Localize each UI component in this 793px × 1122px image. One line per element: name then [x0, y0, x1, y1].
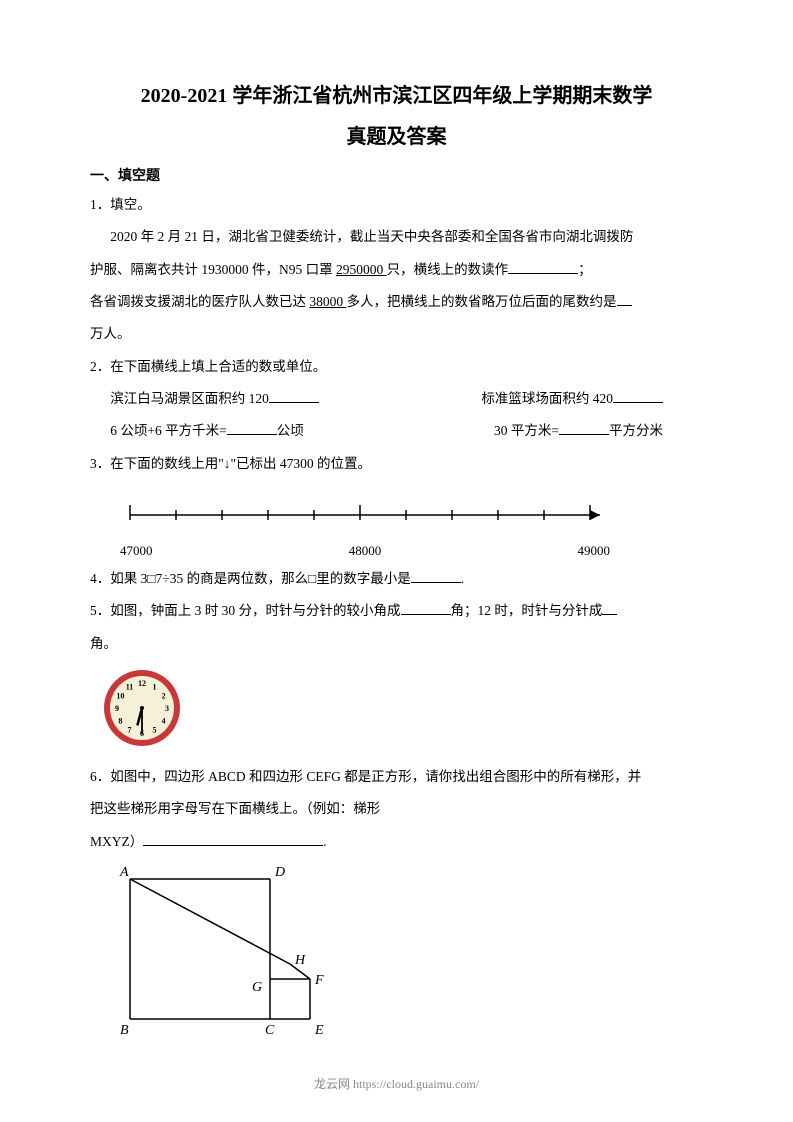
svg-text:E: E [314, 1023, 324, 1038]
q2-l2lb: 公顷 [277, 423, 304, 438]
blank-field[interactable] [508, 260, 578, 274]
q1-line2: 护服、隔离衣共计 1930000 件，N95 口罩 2950000 只，横线上的… [90, 256, 703, 284]
q1-text3b: 多人，把横线上的数省略万位后面的尾数约是 [347, 294, 617, 309]
blank-field[interactable] [401, 601, 451, 615]
svg-text:9: 9 [115, 704, 119, 713]
q6-text1: 6．如图中，四边形 ABCD 和四边形 CEFG 都是正方形，请你找出组合图形中… [90, 763, 703, 791]
q1-line3: 各省调拨支援湖北的医疗队人数已达 38000 多人，把横线上的数省略万位后面的尾… [90, 288, 703, 316]
q2-row1: 滨江白马湖景区面积约 120 标准篮球场面积约 420 [90, 385, 703, 413]
q1-text1: 2020 年 2 月 21 日，湖北省卫健委统计，截止当天中央各部委和全国各省市… [90, 223, 703, 251]
q1-number: 1．填空。 [90, 191, 703, 219]
clock-diagram: 121234567891011 [100, 666, 703, 755]
q2-l1r-text: 标准篮球场面积约 420 [481, 391, 613, 406]
svg-text:2: 2 [162, 692, 166, 701]
q2-left1: 滨江白马湖景区面积约 120 [90, 385, 319, 413]
blank-field[interactable] [269, 389, 319, 403]
clock-svg: 121234567891011 [100, 666, 184, 750]
label-48000: 48000 [349, 543, 382, 559]
q2-left2: 6 公顷+6 平方千米= 公顷 [90, 417, 304, 445]
footer-text: 龙云网 https://cloud.guaimu.com/ [0, 1075, 793, 1092]
svg-text:11: 11 [126, 682, 134, 691]
geometry-diagram: A B C D E F G H [110, 864, 703, 1049]
document-title-line2: 真题及答案 [90, 120, 703, 149]
blank-field[interactable] [613, 389, 663, 403]
blank-field[interactable] [602, 601, 617, 615]
q5-text-c: 角。 [90, 630, 703, 658]
q6-text3b: . [323, 834, 326, 849]
q5-text-b: 角；12 时，时针与分针成 [451, 603, 603, 618]
blank-field[interactable] [227, 421, 277, 435]
number-line-labels: 47000 48000 49000 [120, 543, 610, 559]
q1-text2a: 护服、隔离衣共计 1930000 件，N95 口罩 [90, 262, 336, 277]
q6-text3a: MXYZ） [90, 834, 143, 849]
q4: 4．如果 3□7÷35 的商是两位数，那么□里的数字最小是. [90, 565, 703, 593]
svg-text:8: 8 [118, 717, 122, 726]
q1-text2b: 只，横线上的数读作 [387, 262, 509, 277]
q2-number: 2．在下面横线上填上合适的数或单位。 [90, 353, 703, 381]
blank-field[interactable] [411, 569, 461, 583]
svg-text:10: 10 [116, 692, 124, 701]
document-title-line1: 2020-2021 学年浙江省杭州市滨江区四年级上学期期末数学 [90, 80, 703, 112]
svg-text:5: 5 [153, 726, 157, 735]
svg-text:G: G [252, 980, 262, 995]
q6-text2: 把这些梯形用字母写在下面横线上。（例如：梯形 [90, 795, 703, 823]
svg-text:A: A [119, 865, 129, 880]
svg-text:3: 3 [165, 704, 169, 713]
q6-line3: MXYZ）. [90, 828, 703, 856]
q4-text-a: 4．如果 3□7÷35 的商是两位数，那么□里的数字最小是 [90, 571, 411, 586]
q2-row2: 6 公顷+6 平方千米= 公顷 30 平方米= 平方分米 [90, 417, 703, 445]
blank-field[interactable] [143, 832, 323, 846]
q1-underlined1: 2950000 [336, 262, 387, 277]
svg-text:12: 12 [138, 679, 146, 688]
svg-text:F: F [314, 973, 324, 988]
q1-text2c: ； [578, 262, 592, 277]
number-line-svg [120, 490, 620, 530]
label-49000: 49000 [578, 543, 611, 559]
q1-text3a: 各省调拨支援湖北的医疗队人数已达 [90, 294, 309, 309]
q2-l2rb: 平方分米 [609, 423, 663, 438]
svg-text:1: 1 [153, 682, 157, 691]
q2-l2la: 6 公顷+6 平方千米= [110, 423, 226, 438]
svg-text:B: B [120, 1023, 129, 1038]
number-line-diagram [120, 490, 703, 535]
q5-text-a: 5．如图，钟面上 3 时 30 分，时针与分针的较小角成 [90, 603, 401, 618]
blank-field[interactable] [617, 292, 632, 306]
q5: 5．如图，钟面上 3 时 30 分，时针与分针的较小角成 角；12 时，时针与分针… [90, 597, 703, 625]
q2-right2: 30 平方米= 平方分米 [474, 417, 663, 445]
label-47000: 47000 [120, 543, 153, 559]
svg-text:D: D [274, 865, 285, 880]
svg-text:4: 4 [162, 717, 166, 726]
q2-right1: 标准篮球场面积约 420 [461, 385, 663, 413]
q2-l2ra: 30 平方米= [494, 423, 559, 438]
q2-l1l-text: 滨江白马湖景区面积约 120 [110, 391, 269, 406]
q4-text-b: . [461, 571, 464, 586]
geometry-svg: A B C D E F G H [110, 864, 350, 1044]
blank-field[interactable] [559, 421, 609, 435]
q1-underlined2: 38000 [309, 294, 346, 309]
svg-text:H: H [294, 953, 306, 968]
q1-text4: 万人。 [90, 320, 703, 348]
q3-text: 3．在下面的数线上用"↓"已标出 47300 的位置。 [90, 450, 703, 478]
section-header: 一、填空题 [90, 165, 703, 185]
svg-text:7: 7 [128, 726, 132, 735]
svg-text:C: C [265, 1023, 275, 1038]
